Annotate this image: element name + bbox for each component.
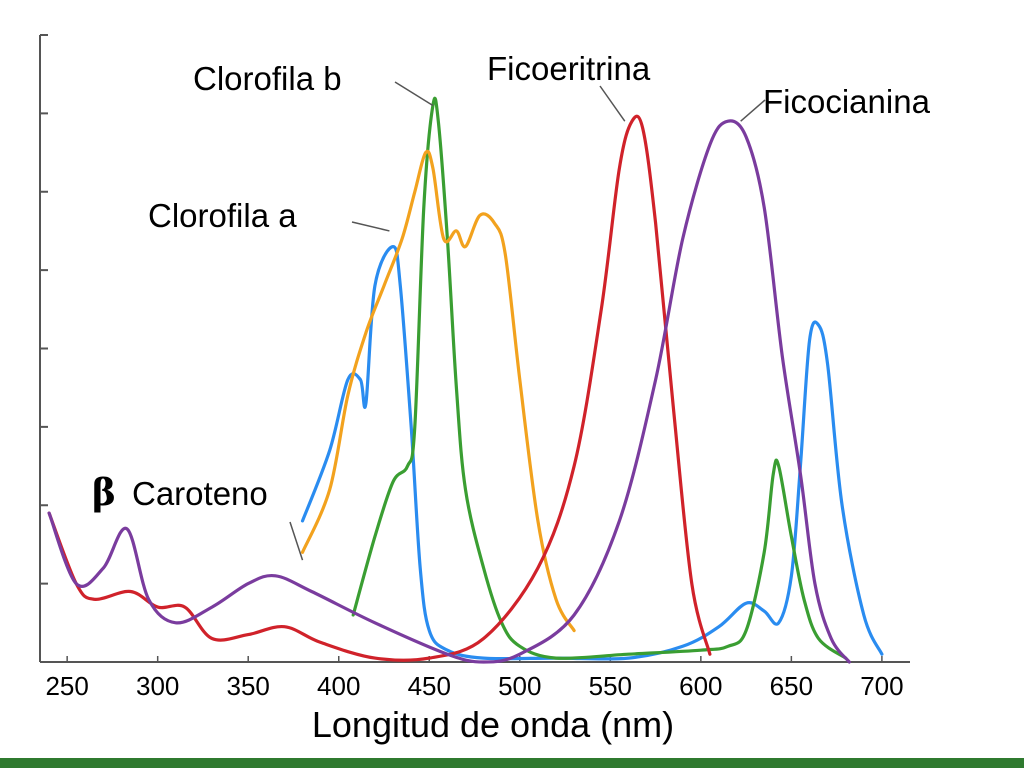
x-tick-label: 300 [136,671,179,701]
x-tick-label: 450 [408,671,451,701]
label-beta-symbol: β [92,472,116,514]
label-caroteno: Caroteno [132,475,268,512]
leader-line-clorofila-b [394,81,434,107]
x-tick-label: 400 [317,671,360,701]
label-clorofila-a: Clorofila a [148,197,297,234]
leader-line-caroteno [289,521,304,561]
series-line-clorofila-a [300,245,884,661]
x-tick-label: 700 [860,671,903,701]
series-line-clorofila-b [351,96,848,660]
x-tick-label: 500 [498,671,541,701]
x-tick-label: 350 [227,671,270,701]
leader-line-clorofila-a [351,221,390,232]
label-leaders [289,81,766,561]
x-tick-label: 650 [770,671,813,701]
x-tick-label: 550 [589,671,632,701]
leader-line-ficocianina [740,99,766,122]
series-layer [47,96,884,664]
series-line-ficocianina [47,119,851,664]
label-clorofila-b: Clorofila b [193,60,342,97]
series-line-ficoeritrina [47,114,712,662]
label-ficoeritrina: Ficoeritrina [487,50,651,87]
x-tick-label: 600 [679,671,722,701]
series-line-caroteno [300,149,576,633]
axes: 250 300 350 400 450 500 550 600 650 700 [39,34,910,701]
footer-bar [0,758,1024,768]
x-tick-label: 250 [45,671,88,701]
series-labels: Clorofila b Ficoeritrina Ficocianina Clo… [92,50,931,514]
x-axis-title: Longitud de onda (nm) [312,704,674,745]
label-ficocianina: Ficocianina [763,83,931,120]
leader-line-ficoeritrina [599,85,626,122]
